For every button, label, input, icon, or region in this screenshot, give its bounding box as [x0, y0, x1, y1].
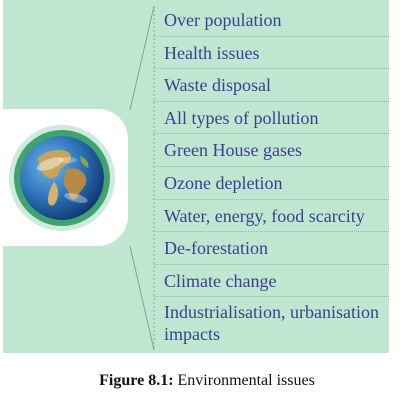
- figure-label: Figure 8.1:: [99, 372, 174, 389]
- issue-item: Water, energy, food scarcity: [154, 200, 389, 233]
- issue-item: Waste disposal: [154, 69, 389, 102]
- issue-item: Over population: [154, 4, 389, 37]
- issue-item: Climate change: [154, 265, 389, 298]
- earth-globe-icon: [20, 136, 104, 220]
- issue-item: Ozone depletion: [154, 167, 389, 200]
- figure-caption: Figure 8.1: Environmental issues: [0, 372, 414, 390]
- figure-caption-text: Environmental issues: [173, 372, 315, 389]
- issue-item: De-forestation: [154, 232, 389, 265]
- issues-list: Over population Health issues Waste disp…: [154, 4, 389, 355]
- issue-item: Health issues: [154, 37, 389, 70]
- issue-item: Green House gases: [154, 134, 389, 167]
- issue-item: Industrialisation, urbanisation impacts: [164, 302, 379, 345]
- issue-item: All types of pollution: [154, 102, 389, 135]
